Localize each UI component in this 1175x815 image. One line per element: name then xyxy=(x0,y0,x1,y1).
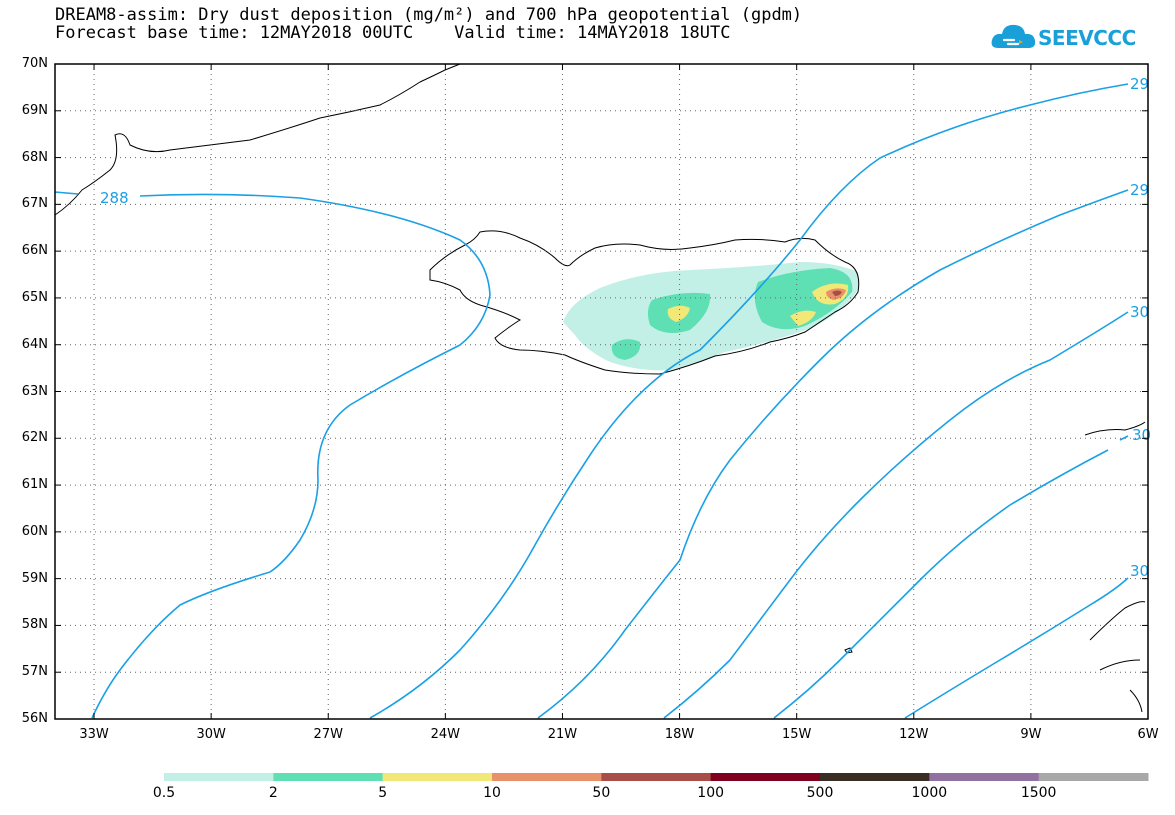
latitude-label: 64N xyxy=(21,336,48,352)
contour-288 xyxy=(54,191,491,719)
map-title-line1: DREAM8-assim: Dry dust deposition (mg/m²… xyxy=(55,5,803,25)
latitude-label: 58N xyxy=(21,617,48,633)
axis-ticks xyxy=(55,63,1149,720)
iceland-coast xyxy=(429,230,860,375)
legend-label: 2 xyxy=(268,785,278,801)
longitude-label: 33W xyxy=(79,727,109,742)
legend-label: 10 xyxy=(483,785,501,801)
seevccc-logo: SEEVCCC xyxy=(990,18,1150,58)
contour-label: 29 xyxy=(1130,181,1149,199)
logo-text: SEEVCCC xyxy=(1038,26,1136,50)
latitude-label: 60N xyxy=(21,523,48,539)
legend-swatch xyxy=(601,773,712,781)
contour-label: 30 xyxy=(1130,562,1149,580)
longitude-label: 24W xyxy=(430,727,461,742)
contour-label: 288 xyxy=(100,189,129,207)
coastlines xyxy=(54,63,1146,713)
dust-level-2-east xyxy=(754,268,853,330)
latitude-label: 67N xyxy=(21,196,48,212)
contour-300a xyxy=(663,311,1129,719)
contour-label: 29 xyxy=(1130,75,1149,93)
norway-coast xyxy=(1084,421,1146,713)
faroe-islands xyxy=(844,647,853,654)
longitude-label: 30W xyxy=(196,727,226,742)
contour-label: 30 xyxy=(1130,303,1149,321)
longitude-label: 18W xyxy=(664,727,695,742)
legend-label: 100 xyxy=(697,785,725,801)
legend-label: 0.5 xyxy=(152,785,176,801)
contour-300b xyxy=(773,435,1129,719)
contour-label: 30 xyxy=(1132,426,1151,444)
dust-level-50 xyxy=(832,290,842,296)
dust-level-2-south xyxy=(611,339,641,360)
longitude-label: 6W xyxy=(1137,727,1159,742)
legend-label: 1000 xyxy=(911,785,948,801)
latitude-label: 69N xyxy=(21,102,48,118)
legend-label: 1500 xyxy=(1020,785,1057,801)
graticule xyxy=(55,64,1148,719)
latitude-label: 61N xyxy=(21,477,48,493)
dust-level-5-central xyxy=(667,305,690,322)
legend-swatch xyxy=(929,773,1040,781)
latitude-label: 66N xyxy=(21,243,48,259)
map-title-line2: Forecast base time: 12MAY2018 00UTC Vali… xyxy=(55,23,731,43)
legend-swatch xyxy=(492,773,602,781)
cloud-icon xyxy=(991,24,1036,48)
longitude-label: 21W xyxy=(547,727,578,742)
greenland-coast xyxy=(54,63,461,216)
contour-296 xyxy=(537,189,1129,719)
latitude-label: 65N xyxy=(21,289,48,305)
latitude-label: 59N xyxy=(21,570,48,586)
latitude-label: 70N xyxy=(21,56,48,71)
dust-deposition-shading xyxy=(563,262,859,371)
contour-292 xyxy=(369,83,1129,719)
legend-swatch xyxy=(273,773,384,781)
latitude-label: 68N xyxy=(21,149,48,165)
latitude-label: 57N xyxy=(21,664,48,680)
contour-300c xyxy=(904,577,1129,719)
legend-swatch xyxy=(382,773,493,781)
latitude-label: 63N xyxy=(21,383,48,399)
longitude-label: 27W xyxy=(313,727,343,742)
legend-swatch xyxy=(820,773,930,781)
longitude-label: 9W xyxy=(1020,727,1042,742)
legend-label: 5 xyxy=(378,785,388,801)
longitude-label: 15W xyxy=(781,727,812,742)
legend-swatch xyxy=(164,773,274,781)
legend-color-bar xyxy=(164,773,1149,781)
geopotential-contours xyxy=(54,83,1129,719)
latitude-label: 62N xyxy=(21,430,48,446)
legend-label: 50 xyxy=(592,785,611,801)
legend-label: 500 xyxy=(806,785,834,801)
longitude-label: 12W xyxy=(899,727,929,742)
legend-swatch xyxy=(1038,773,1149,781)
legend-swatch xyxy=(710,773,821,781)
latitude-label: 56N xyxy=(21,711,48,726)
map-frame xyxy=(54,63,1149,720)
